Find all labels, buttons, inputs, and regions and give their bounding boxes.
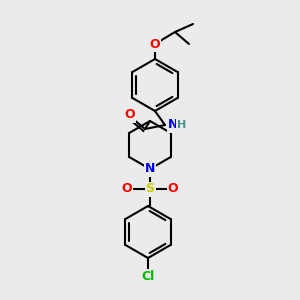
Text: N: N [168,118,178,131]
Text: O: O [125,109,135,122]
Text: N: N [145,163,155,176]
Text: O: O [150,38,160,50]
Text: S: S [146,182,154,196]
Text: O: O [168,182,178,196]
Text: H: H [177,120,187,130]
Text: Cl: Cl [141,269,154,283]
Text: O: O [122,182,132,196]
